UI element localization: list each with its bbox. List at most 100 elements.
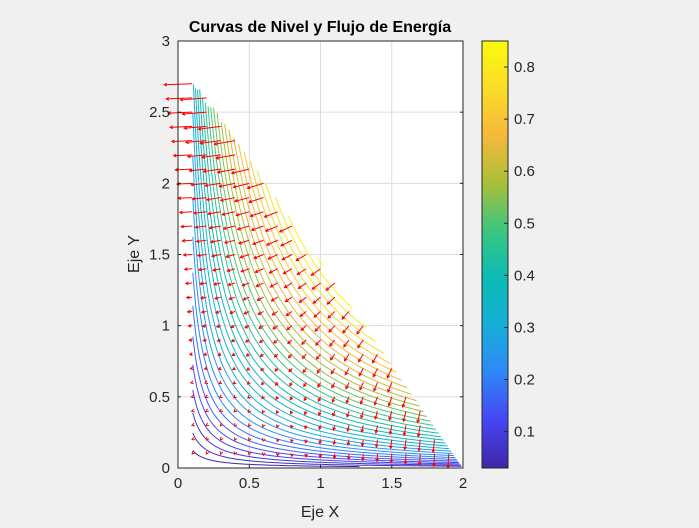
quiver-arrowhead bbox=[190, 408, 195, 413]
quiver-arrow bbox=[264, 211, 278, 218]
quiver-arrow bbox=[389, 425, 393, 435]
quiver-arrowhead bbox=[401, 404, 406, 409]
quiver-arrowhead bbox=[316, 370, 321, 374]
quiver-arrow bbox=[187, 154, 207, 158]
quiver-arrowhead bbox=[359, 386, 363, 391]
quiver-arrowhead bbox=[276, 424, 280, 429]
quiver-arrowhead bbox=[191, 196, 196, 201]
quiver-arrow bbox=[181, 225, 193, 228]
quiver-arrow bbox=[417, 425, 421, 437]
quiver-arrowhead bbox=[237, 240, 242, 245]
quiver-arrow bbox=[193, 211, 207, 214]
colorbar-tick-label: 0.3 bbox=[514, 319, 535, 336]
quiver-arrowhead bbox=[280, 243, 285, 247]
quiver-arrow bbox=[217, 168, 236, 173]
quiver-arrow bbox=[182, 111, 207, 115]
contour-line bbox=[192, 156, 452, 452]
quiver-arrow bbox=[257, 296, 264, 301]
quiver-arrowhead bbox=[417, 461, 422, 466]
quiver-arrowhead bbox=[187, 323, 192, 328]
quiver-arrowhead bbox=[329, 356, 334, 361]
quiver-arrowhead bbox=[375, 458, 380, 463]
quiver-arrow bbox=[255, 268, 264, 273]
quiver-arrow bbox=[252, 239, 264, 245]
quiver-arrowhead bbox=[249, 213, 254, 218]
quiver-arrow bbox=[253, 254, 264, 259]
quiver-arrowhead bbox=[272, 340, 277, 344]
quiver-arrow bbox=[171, 140, 193, 143]
quiver-arrowhead bbox=[244, 325, 248, 329]
quiver-arrow bbox=[180, 97, 207, 101]
quiver-arrowhead bbox=[298, 299, 303, 304]
quiver-arrow bbox=[361, 425, 364, 433]
quiver-arrowhead bbox=[229, 310, 234, 315]
quiver-arrowhead bbox=[213, 282, 218, 286]
quiver-arrow bbox=[327, 311, 336, 319]
quiver-arrowhead bbox=[261, 395, 265, 400]
quiver-arrow bbox=[316, 353, 321, 360]
quiver-arrow bbox=[375, 425, 378, 434]
quiver-arrowhead bbox=[301, 341, 305, 346]
colorbar-tick-label: 0.1 bbox=[514, 424, 535, 441]
x-tick-label: 0 bbox=[174, 475, 182, 492]
quiver-arrow bbox=[432, 439, 435, 453]
x-tick-label: 1 bbox=[316, 475, 324, 492]
quiver-arrowhead bbox=[304, 453, 309, 458]
quiver-arrow bbox=[211, 254, 221, 257]
quiver-arrowhead bbox=[290, 410, 294, 415]
quiver-arrowhead bbox=[286, 326, 291, 331]
quiver-arrowhead bbox=[275, 410, 280, 415]
quiver-arrowhead bbox=[360, 443, 365, 448]
contour-line bbox=[192, 364, 459, 464]
quiver-arrow bbox=[376, 453, 378, 462]
quiver-arrowhead bbox=[228, 296, 233, 301]
y-tick-label: 3 bbox=[162, 33, 170, 50]
quiver-arrow bbox=[239, 254, 250, 259]
quiver-arrowhead bbox=[359, 400, 364, 405]
quiver-arrowhead bbox=[301, 355, 306, 360]
quiver-arrowhead bbox=[253, 255, 258, 260]
quiver-arrowhead bbox=[314, 328, 319, 332]
quiver-arrowhead bbox=[272, 326, 277, 330]
quiver-arrowhead bbox=[232, 394, 237, 399]
quiver-arrow bbox=[184, 268, 193, 270]
chart-title: Curvas de Nivel y Flujo de Energía bbox=[189, 19, 451, 36]
quiver-arrowhead bbox=[163, 82, 168, 87]
quiver-arrowhead bbox=[231, 366, 236, 371]
contour-line bbox=[233, 137, 408, 389]
quiver-arrow bbox=[433, 453, 435, 467]
quiver-arrowhead bbox=[325, 287, 330, 291]
quiver-arrow bbox=[374, 410, 378, 420]
quiver-arrow bbox=[206, 197, 221, 201]
quiver-arrow bbox=[198, 125, 221, 130]
quiver-arrowhead bbox=[205, 450, 210, 455]
quiver-arrowhead bbox=[346, 442, 351, 447]
contour-line bbox=[204, 103, 436, 430]
quiver-arrowhead bbox=[198, 281, 203, 286]
contour-line bbox=[195, 88, 446, 444]
quiver-arrowhead bbox=[218, 380, 223, 384]
quiver-arrowhead bbox=[179, 97, 184, 102]
quiver-arrow bbox=[298, 282, 307, 289]
quiver-arrow bbox=[243, 296, 250, 301]
quiver-arrow bbox=[390, 453, 393, 463]
contour-line bbox=[197, 89, 444, 441]
quiver-arrow bbox=[341, 311, 350, 320]
quiver-arrowhead bbox=[254, 269, 259, 274]
quiver-arrowhead bbox=[388, 416, 392, 422]
quiver-arrow bbox=[386, 368, 393, 379]
quiver-arrowhead bbox=[386, 374, 391, 379]
quiver-arrowhead bbox=[184, 281, 189, 286]
quiver-arrow bbox=[372, 368, 378, 378]
contour-line bbox=[192, 272, 456, 459]
quiver-arrowhead bbox=[204, 183, 209, 188]
quiver-arrow bbox=[404, 453, 407, 464]
quiver-arrowhead bbox=[318, 454, 323, 459]
quiver-arrowhead bbox=[209, 239, 214, 244]
quiver-arrowhead bbox=[204, 380, 209, 385]
quiver-arrow bbox=[234, 197, 250, 202]
quiver-arrowhead bbox=[304, 439, 308, 444]
quiver-arrow bbox=[242, 282, 250, 287]
quiver-arrow bbox=[297, 268, 307, 275]
quiver-arrowhead bbox=[233, 451, 238, 456]
